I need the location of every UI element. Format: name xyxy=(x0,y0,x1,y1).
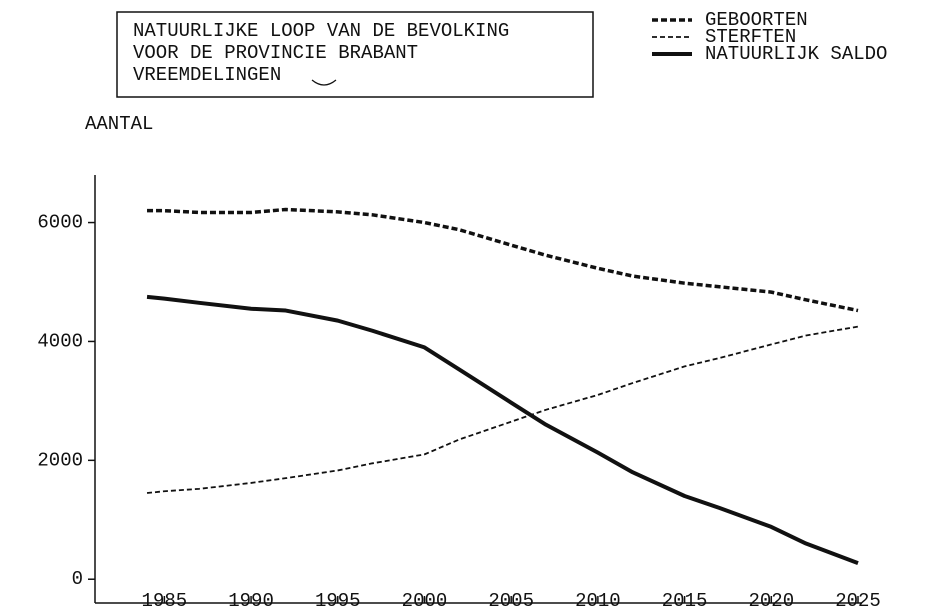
y-tick-label: 4000 xyxy=(37,330,83,352)
y-tick-label: 6000 xyxy=(37,212,83,234)
chart-title: VOOR DE PROVINCIE BRABANT xyxy=(133,42,418,64)
series-line xyxy=(147,207,859,313)
legend-label: GEBOORTEN xyxy=(705,9,808,31)
x-tick-label: 2010 xyxy=(575,590,621,608)
title-box xyxy=(116,11,594,98)
squiggle xyxy=(311,79,337,86)
x-tick-label: 1990 xyxy=(228,590,274,608)
x-tick-label: 2020 xyxy=(748,590,794,608)
chart-title: NATUURLIJKE LOOP VAN DE BEVOLKING xyxy=(133,20,509,42)
x-tick-label: 1995 xyxy=(315,590,361,608)
y-tick-label: 2000 xyxy=(37,449,83,471)
x-tick-label: 1985 xyxy=(142,590,188,608)
legend-label: NATUURLIJK SALDO xyxy=(705,43,887,65)
y-tick-label: 0 xyxy=(72,568,83,590)
legend-label: STERFTEN xyxy=(705,26,796,48)
x-tick-label: 2005 xyxy=(488,590,534,608)
x-tick-label: 2015 xyxy=(662,590,708,608)
chart-title: VREEMDELINGEN xyxy=(133,64,281,86)
series-line xyxy=(146,325,859,494)
x-tick-label: 2025 xyxy=(835,590,881,608)
y-axis-label: AANTAL xyxy=(85,113,153,135)
x-tick-label: 2000 xyxy=(402,590,448,608)
series-line xyxy=(146,294,859,566)
